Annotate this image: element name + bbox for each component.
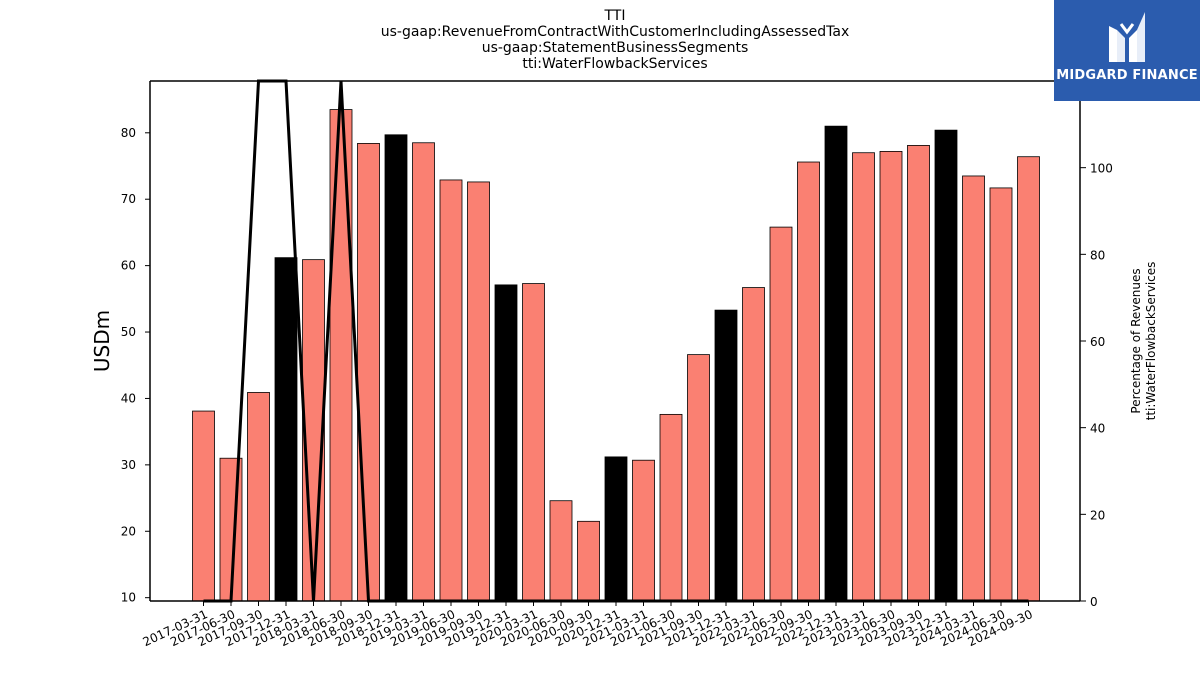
bar-2018-12-31	[384, 134, 408, 602]
midgard-logo-icon	[1109, 12, 1145, 62]
bar-2020-12-31	[604, 456, 628, 602]
x-axis-ticks: 2017-03-312017-06-302017-09-302017-12-31…	[141, 601, 1035, 649]
bar-2021-09-30	[687, 354, 710, 602]
y-tick-right-label: 20	[1090, 508, 1105, 522]
bar-2019-06-30	[439, 179, 463, 602]
bar-2019-03-31	[412, 142, 435, 602]
title-line-1: TTI	[604, 8, 626, 24]
bar-2023-06-30	[879, 150, 903, 602]
bar-2017-12-31	[274, 257, 298, 602]
title-line-3: us-gaap:StatementBusinessSegments	[482, 40, 749, 56]
y-tick-left-label: 40	[121, 391, 136, 405]
bar-2018-09-30	[357, 143, 380, 602]
title-line-2: us-gaap:RevenueFromContractWithCustomerI…	[381, 24, 850, 40]
bar-2022-09-30	[797, 161, 820, 602]
y-tick-right-label: 60	[1090, 335, 1105, 349]
bar-2023-09-30	[907, 145, 930, 602]
y-tick-left-label: 20	[121, 524, 136, 538]
bar-2021-12-31	[714, 309, 738, 602]
bar-2021-06-30	[659, 413, 683, 602]
y-tick-right-label: 0	[1090, 595, 1098, 609]
y-tick-left-label: 50	[121, 325, 136, 339]
y-axis-label-left: USDm	[90, 310, 114, 372]
logo-text: MIDGARD FINANCE	[1056, 68, 1198, 83]
bar-2017-09-30	[247, 392, 270, 602]
y-tick-left-label: 80	[121, 126, 136, 140]
bar-2019-12-31	[494, 284, 518, 602]
y-tick-left-label: 10	[121, 591, 136, 605]
bar-2022-12-31	[824, 125, 848, 602]
bar-2022-06-30	[769, 226, 793, 602]
bar-2020-03-31	[522, 283, 545, 602]
y-axis-right-ticks: 0 20 40 60 80 100	[1080, 162, 1113, 609]
bar-2023-03-31	[852, 152, 875, 602]
midgard-finance-logo: MIDGARD FINANCE	[1054, 0, 1200, 101]
y-tick-right-label: 100	[1090, 162, 1113, 176]
bar-2021-03-31	[632, 459, 655, 602]
bar-2024-09-30	[1017, 156, 1040, 602]
y-tick-left-label: 60	[121, 259, 136, 273]
bar-2020-09-30	[577, 520, 600, 602]
bar-2024-03-31	[962, 175, 985, 602]
bar-2017-03-31	[192, 410, 215, 602]
bar-series	[192, 109, 1040, 602]
bar-2020-06-30	[549, 500, 573, 602]
y-tick-left-label: 70	[121, 192, 136, 206]
bar-2022-03-31	[742, 287, 765, 602]
y-tick-right-label: 40	[1090, 422, 1105, 436]
y-tick-left-label: 30	[121, 458, 136, 472]
chart-title: TTI us-gaap:RevenueFromContractWithCusto…	[381, 8, 850, 72]
bar-2019-09-30	[467, 181, 490, 602]
bar-2018-06-30	[329, 109, 353, 602]
bar-2024-06-30	[989, 187, 1013, 602]
y-axis-label-right-line-1: Percentage of Revenues	[1129, 268, 1143, 413]
bar-2023-12-31	[934, 129, 958, 602]
y-axis-left-ticks: 10 20 30 40 50 60 70 80	[121, 126, 150, 605]
y-axis-label-right-line-2: tti:WaterFlowbackServices	[1144, 262, 1158, 421]
y-tick-right-label: 80	[1090, 248, 1105, 262]
title-line-4: tti:WaterFlowbackServices	[522, 56, 707, 72]
